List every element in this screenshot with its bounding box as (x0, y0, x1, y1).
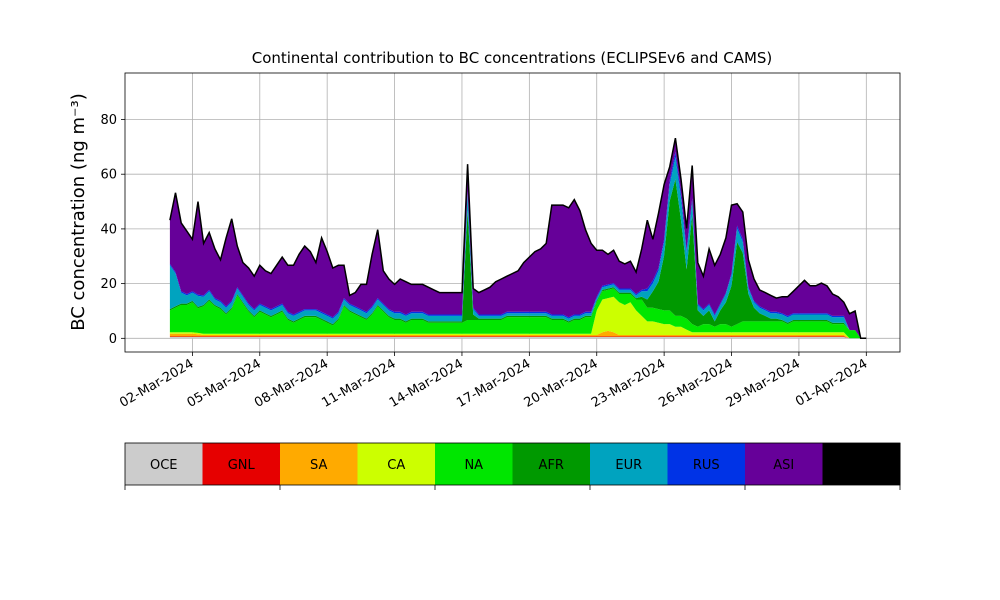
legend-swatch-rus (667, 443, 746, 485)
legend-label-rus: RUS (693, 458, 720, 473)
legend-swatch-oce (125, 443, 203, 485)
x-tick-label: 29-Mar-2024 (724, 356, 803, 410)
chart-title: Continental contribution to BC concentra… (252, 49, 773, 67)
y-tick-label: 80 (100, 113, 117, 128)
y-tick-label: 60 (100, 168, 117, 183)
x-tick-label: 05-Mar-2024 (185, 356, 264, 410)
area-rus (169, 151, 867, 339)
legend-colorbar: OCE GNL SA CA NA AFR EUR RUS ASI AUS (124, 442, 901, 490)
y-tick-label: 20 (100, 277, 117, 292)
area-ca (169, 296, 867, 339)
x-tick-label: 02-Mar-2024 (117, 356, 196, 410)
area-oce (169, 337, 867, 339)
area-asi (169, 138, 867, 339)
y-tick-label: 40 (100, 222, 117, 237)
legend-label-na: NA (464, 458, 483, 473)
legend-label-gnl: GNL (228, 458, 256, 473)
legend-label-afr: AFR (539, 458, 564, 473)
y-axis-label: BC concentration (ng m⁻³) (68, 93, 89, 331)
x-tick-label: 11-Mar-2024 (319, 356, 398, 410)
legend-swatch-sa (280, 443, 358, 485)
area-gnl (169, 336, 867, 339)
x-tick-label: 20-Mar-2024 (522, 356, 601, 410)
legend-label-oce: OCE (150, 458, 178, 473)
x-tick-label: 17-Mar-2024 (454, 356, 533, 410)
legend-label-eur: EUR (615, 458, 642, 473)
area-afr (169, 179, 867, 339)
legend-label-ca: CA (387, 458, 405, 473)
area-eur (169, 157, 867, 339)
x-tick-label: 14-Mar-2024 (387, 356, 466, 410)
plot-frame (124, 72, 901, 353)
area-na (169, 288, 867, 339)
legend-label-aus: AUS (848, 458, 875, 473)
total-concentration-line (169, 137, 867, 340)
y-tick-label: 0 (109, 332, 117, 347)
total-line-layer (169, 137, 867, 340)
stacked-areas (169, 138, 867, 339)
legend-swatch-aus (822, 443, 901, 485)
x-tick-label: 08-Mar-2024 (252, 356, 331, 410)
x-axis: 02-Mar-202405-Mar-202408-Mar-202411-Mar-… (117, 352, 870, 411)
x-tick-label: 01-Apr-2024 (793, 356, 870, 409)
x-tick-label: 23-Mar-2024 (589, 356, 668, 410)
legend-swatch-gnl (202, 443, 281, 485)
legend-swatch-asi (745, 443, 823, 485)
legend-frame (124, 442, 901, 486)
x-tick-label: 26-Mar-2024 (656, 356, 735, 410)
legend-swatch-afr (512, 443, 591, 485)
legend-label-sa: SA (310, 458, 327, 473)
y-axis: 0 20 40 60 80 (100, 113, 125, 347)
legend-label-asi: ASI (773, 458, 794, 473)
legend-swatch-na (435, 443, 513, 485)
legend-swatch-eur (590, 443, 668, 485)
legend-swatch-ca (357, 443, 436, 485)
